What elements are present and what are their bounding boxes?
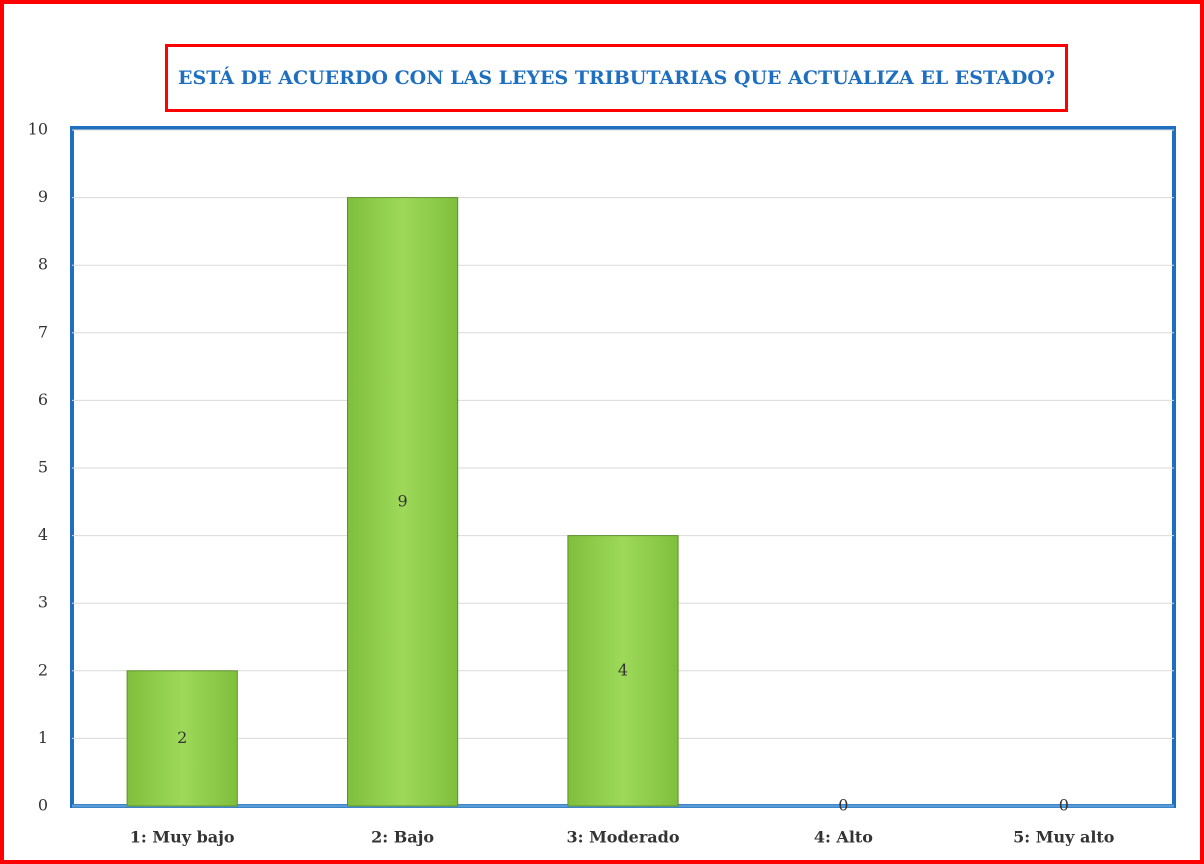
- data-label: 4: [618, 660, 628, 679]
- y-tick-label: 0: [38, 796, 48, 815]
- bar: [567, 535, 679, 807]
- bar: [347, 197, 459, 807]
- bar: [126, 670, 238, 807]
- y-tick-label: 3: [38, 593, 48, 612]
- y-tick-label: 2: [38, 660, 48, 679]
- y-tick-label: 9: [38, 187, 48, 206]
- data-label: 9: [398, 491, 408, 510]
- chart-title: ESTÁ DE ACUERDO CON LAS LEYES TRIBUTARIA…: [177, 66, 1055, 89]
- y-tick-label: 10: [28, 120, 48, 139]
- y-tick-label: 5: [38, 458, 48, 477]
- data-label: 2: [177, 728, 187, 747]
- y-tick-label: 7: [38, 322, 48, 341]
- y-tick-label: 6: [38, 390, 48, 409]
- y-tick-label: 4: [38, 525, 48, 544]
- data-label: 0: [838, 796, 848, 815]
- y-tick-label: 1: [38, 728, 48, 747]
- data-label: 0: [1059, 796, 1069, 815]
- x-tick-label: 2: Bajo: [371, 828, 434, 847]
- x-tick-label: 5: Muy alto: [1013, 828, 1115, 847]
- title-box: ESTÁ DE ACUERDO CON LAS LEYES TRIBUTARIA…: [165, 44, 1068, 112]
- x-tick-label: 3: Moderado: [566, 828, 679, 847]
- y-tick-label: 8: [38, 255, 48, 274]
- x-tick-label: 1: Muy bajo: [130, 828, 235, 847]
- x-tick-label: 4: Alto: [814, 828, 873, 847]
